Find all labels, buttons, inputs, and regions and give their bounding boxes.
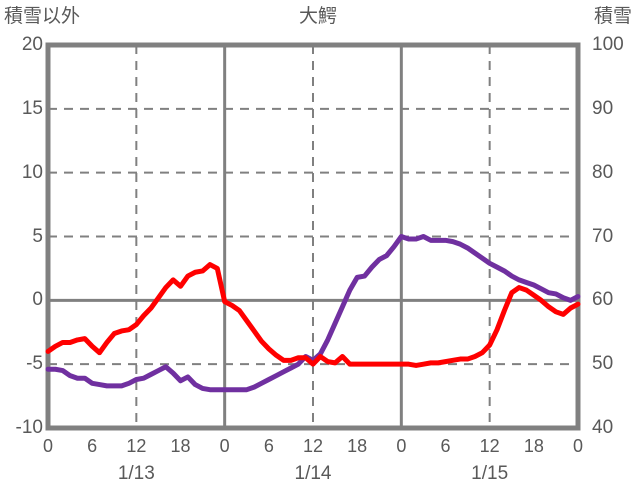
- x-axis-date-label: 1/13: [117, 463, 155, 484]
- y-axis-tick-left: -10: [15, 417, 43, 438]
- y-axis-tick-right: 70: [592, 225, 614, 247]
- y-axis-tick-right: 60: [592, 289, 614, 311]
- x-axis-tick: 18: [170, 436, 191, 456]
- x-axis-tick: 6: [440, 436, 451, 456]
- y-axis-tick-left: 20: [21, 34, 43, 55]
- x-axis-tick: 0: [219, 436, 230, 456]
- x-axis-date-label: 1/14: [294, 463, 332, 484]
- y-axis-tick-left: 0: [32, 289, 43, 311]
- series-line-snow: [45, 234, 581, 393]
- y-axis-tick-left: 15: [21, 97, 43, 119]
- plot-frame: [45, 42, 581, 431]
- y-axis-tick-right: 50: [592, 353, 614, 375]
- y-axis-tick-right: 90: [592, 97, 614, 119]
- y-axis-tick-left: 5: [32, 225, 43, 247]
- x-axis-date-label: 1/15: [471, 463, 509, 484]
- y-axis-tick-left: 10: [21, 161, 43, 183]
- x-axis-tick: 18: [523, 436, 544, 456]
- x-axis-tick: 6: [87, 436, 98, 456]
- x-axis-tick: 0: [396, 436, 407, 456]
- x-axis-tick: 12: [302, 436, 324, 456]
- y-axis-tick-right: 40: [592, 417, 614, 438]
- x-axis-tick: 0: [572, 436, 584, 456]
- x-axis-tick: 12: [479, 436, 500, 456]
- x-axis-tick: 6: [263, 436, 274, 456]
- right-axis-title: 積雪: [593, 6, 632, 27]
- y-axis-tick-right: 80: [592, 161, 614, 183]
- left-axis-title: 積雪以外: [4, 6, 81, 27]
- y-axis-tick-right: 100: [592, 34, 624, 55]
- x-axis-tick: 0: [42, 436, 54, 456]
- page-title: 大鰐: [298, 6, 337, 27]
- x-axis-tick: 12: [126, 436, 147, 456]
- x-axis-tick: 18: [347, 436, 368, 456]
- series-line-other-than-snow: [45, 262, 581, 368]
- y-axis-tick-left: -5: [26, 353, 43, 375]
